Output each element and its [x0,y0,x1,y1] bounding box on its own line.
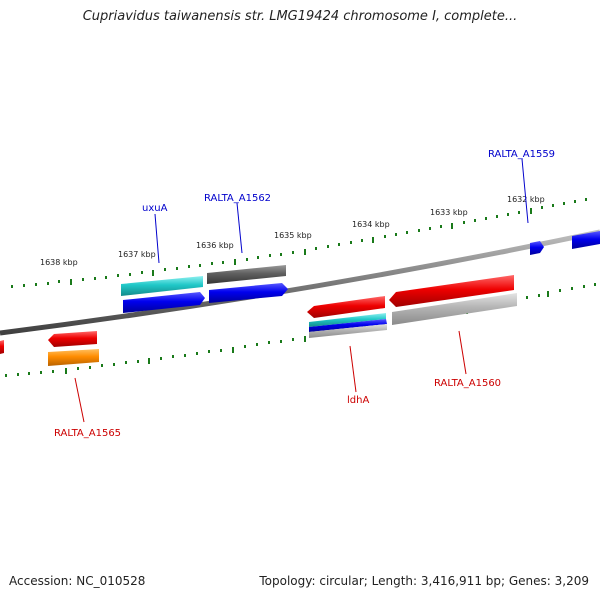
leader-ralta-a1562 [236,202,243,254]
reverse-strand-features [0,275,517,366]
gene-feature-red-edge[interactable] [0,340,4,354]
gene-label-ralta-a1560[interactable]: RALTA_A1560 [434,378,501,389]
gene-feature-blue-ralta-a1559[interactable] [530,241,544,255]
gene-feature-red-ldhA[interactable] [307,296,385,318]
tick-label-1633: 1633 kbp [430,208,468,217]
tick-label-1638: 1638 kbp [40,258,78,267]
leader-ralta-a1565 [74,377,85,423]
gene-label-ralta-a1559[interactable]: RALTA_A1559 [488,149,555,160]
gene-labels: uxuA RALTA_A1562 RALTA_A1559 RALTA_A1565… [54,149,555,439]
gene-feature-light-gray-2[interactable] [392,293,517,325]
tick-label-1637: 1637 kbp [118,250,156,259]
genome-backbone [0,229,600,336]
gene-label-ldhA[interactable]: ldhA [347,395,369,406]
gene-feature-blue-uxuA[interactable] [123,292,205,313]
leader-uxuA [154,213,160,264]
tick-label-1636: 1636 kbp [196,241,234,250]
leader-ralta-a1560 [458,330,467,375]
topology-text: Topology: circular; Length: 3,416,911 bp… [259,574,589,588]
gene-label-ralta-a1565[interactable]: RALTA_A1565 [54,428,121,439]
leader-ldhA [349,345,357,393]
gene-feature-red-left[interactable] [48,331,97,347]
tick-label-1634: 1634 kbp [352,220,390,229]
outer-tick-ring [11,198,587,288]
gene-feature-blue-3[interactable] [309,319,387,332]
leader-ralta-a1559 [521,158,529,224]
gene-feature-orange-ralta-a1565[interactable] [48,349,99,366]
gene-feature-light-gray-1[interactable] [309,324,387,338]
gene-feature-red-ralta-a1560[interactable] [389,275,514,307]
gene-label-uxuA[interactable]: uxuA [142,203,168,214]
tick-label-1635: 1635 kbp [274,231,312,240]
gene-feature-cyan-1[interactable] [121,276,203,296]
gene-label-ralta-a1562[interactable]: RALTA_A1562 [204,193,271,204]
forward-strand-features [121,231,600,313]
gene-feature-gray-ralta-a1562[interactable] [207,265,286,284]
label-leader-lines [74,158,529,423]
gene-feature-blue-edge[interactable] [572,231,600,249]
gene-feature-cyan-2[interactable] [309,313,386,327]
map-title: Cupriavidus taiwanensis str. LMG19424 ch… [82,9,518,24]
accession-text: Accession: NC_010528 [9,574,146,588]
gene-feature-blue-2[interactable] [209,283,288,303]
